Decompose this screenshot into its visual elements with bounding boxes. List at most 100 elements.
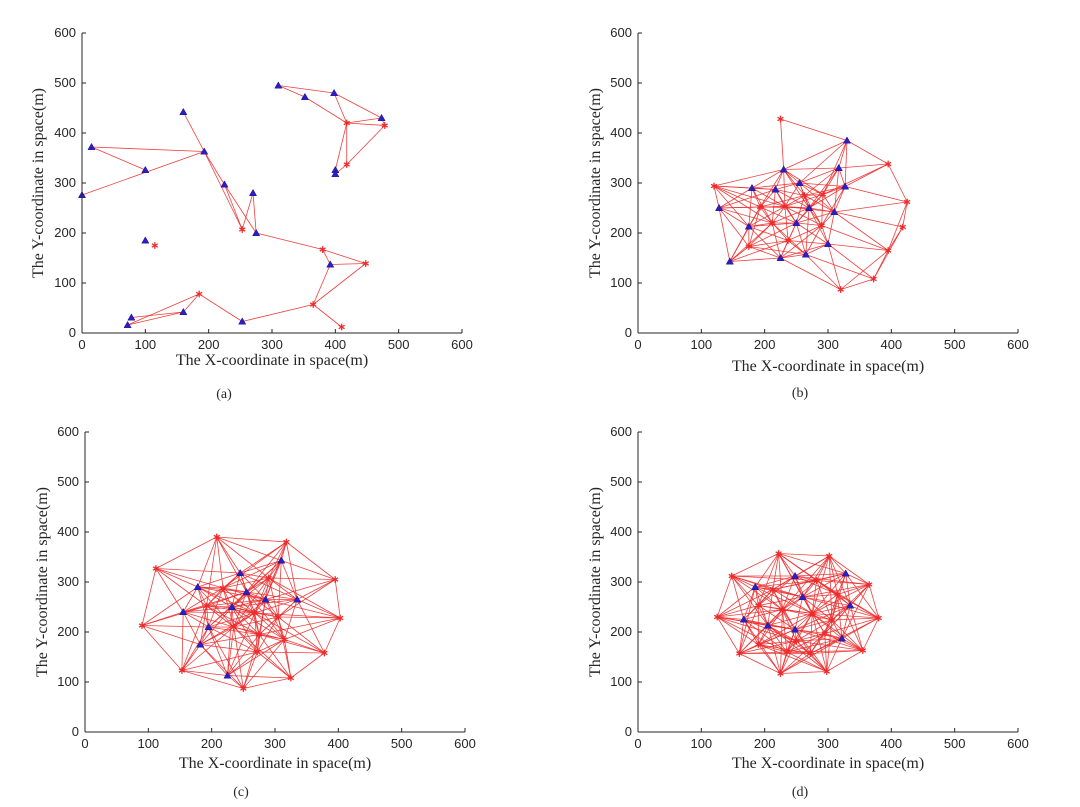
y-axis-title: The Y-coordinate in space(m): [587, 88, 604, 278]
link-line: [265, 599, 285, 640]
link-line: [259, 634, 325, 654]
unknown-node-marker: [819, 191, 827, 198]
link-line: [246, 541, 287, 593]
link-line: [771, 189, 776, 224]
link-line: [240, 560, 282, 574]
link-line: [862, 617, 880, 651]
link-line: [811, 613, 843, 639]
link-line: [197, 586, 209, 628]
x-axis-title: The X-coordinate in space(m): [179, 755, 371, 772]
link-line: [739, 653, 781, 674]
link-line: [824, 633, 843, 639]
y-tick-label: 600: [610, 25, 632, 40]
link-line: [831, 617, 879, 621]
link-line: [784, 194, 824, 207]
link-line: [297, 599, 341, 619]
link-line: [794, 629, 863, 651]
unknown-node-marker: [713, 613, 721, 621]
link-line: [796, 211, 835, 224]
link-line: [795, 222, 807, 255]
link-line: [246, 591, 279, 618]
link-line: [91, 146, 205, 152]
link-line: [731, 575, 817, 581]
anchor-node-marker: [127, 313, 136, 321]
link-line: [758, 629, 796, 645]
link-line: [312, 263, 366, 305]
link-line: [782, 575, 796, 610]
link-line: [181, 626, 209, 671]
anchor-node-marker: [248, 188, 258, 196]
link-line: [227, 651, 258, 676]
link-line: [141, 625, 183, 671]
link-line: [834, 211, 889, 251]
edge-layer: [81, 85, 386, 328]
link-line: [767, 589, 774, 626]
link-line: [729, 222, 773, 262]
x-tick-label: 600: [451, 337, 473, 352]
link-line: [265, 599, 341, 619]
link-line: [324, 617, 341, 654]
edge-layer: [713, 118, 908, 290]
link-line: [748, 240, 789, 247]
link-line: [786, 633, 826, 653]
y-tick-label: 500: [54, 75, 76, 90]
anchor-node-marker: [846, 601, 855, 609]
link-line: [822, 167, 840, 195]
node-layer: [138, 533, 344, 692]
link-line: [795, 573, 846, 577]
link-line: [822, 163, 889, 195]
unknown-node-marker: [779, 606, 786, 613]
link-line: [808, 207, 829, 245]
link-line: [824, 633, 828, 672]
link-line: [155, 536, 217, 569]
link-line: [296, 579, 336, 600]
y-tick-label: 100: [610, 275, 632, 290]
link-line: [268, 541, 287, 579]
link-line: [834, 211, 903, 228]
x-tick-label: 100: [137, 736, 159, 751]
y-axis-title: The Y-coordinate in space(m): [34, 487, 51, 677]
y-tick-label: 300: [610, 175, 632, 190]
unknown-node-marker: [865, 581, 873, 588]
anchor-node-marker: [277, 556, 286, 564]
link-line: [241, 192, 254, 230]
link-line: [831, 619, 843, 639]
link-line: [731, 575, 759, 606]
link-line: [206, 591, 247, 607]
link-line: [181, 605, 207, 671]
link-line: [831, 619, 864, 651]
link-line: [826, 619, 833, 672]
link-line: [796, 638, 842, 642]
link-line: [743, 619, 781, 674]
link-line: [286, 541, 336, 580]
unknown-node-marker: [736, 650, 743, 657]
link-line: [810, 638, 843, 654]
link-line: [181, 626, 235, 671]
unknown-node-marker: [755, 602, 762, 609]
anchor-node-marker: [744, 222, 753, 230]
unknown-node-marker: [823, 668, 831, 675]
link-line: [141, 605, 207, 626]
link-line: [811, 555, 830, 614]
link-line: [748, 246, 781, 259]
link-line: [277, 616, 292, 679]
link-line: [796, 619, 833, 642]
link-line: [278, 616, 341, 619]
link-line: [227, 626, 235, 676]
link-line: [333, 92, 348, 124]
link-line: [257, 639, 285, 653]
unknown-node-marker: [784, 237, 792, 244]
caption-a: (a): [216, 387, 232, 402]
x-tick-label: 200: [198, 337, 220, 352]
link-line: [786, 613, 813, 653]
link-line: [834, 201, 908, 213]
link-line: [231, 560, 282, 608]
anchor-node-marker: [798, 592, 807, 600]
link-line: [845, 573, 879, 619]
y-tick-label: 400: [610, 524, 632, 539]
link-line: [231, 599, 298, 608]
link-line: [775, 169, 785, 190]
y-tick-label: 200: [610, 624, 632, 639]
link-line: [233, 612, 255, 628]
link-line: [729, 240, 789, 262]
